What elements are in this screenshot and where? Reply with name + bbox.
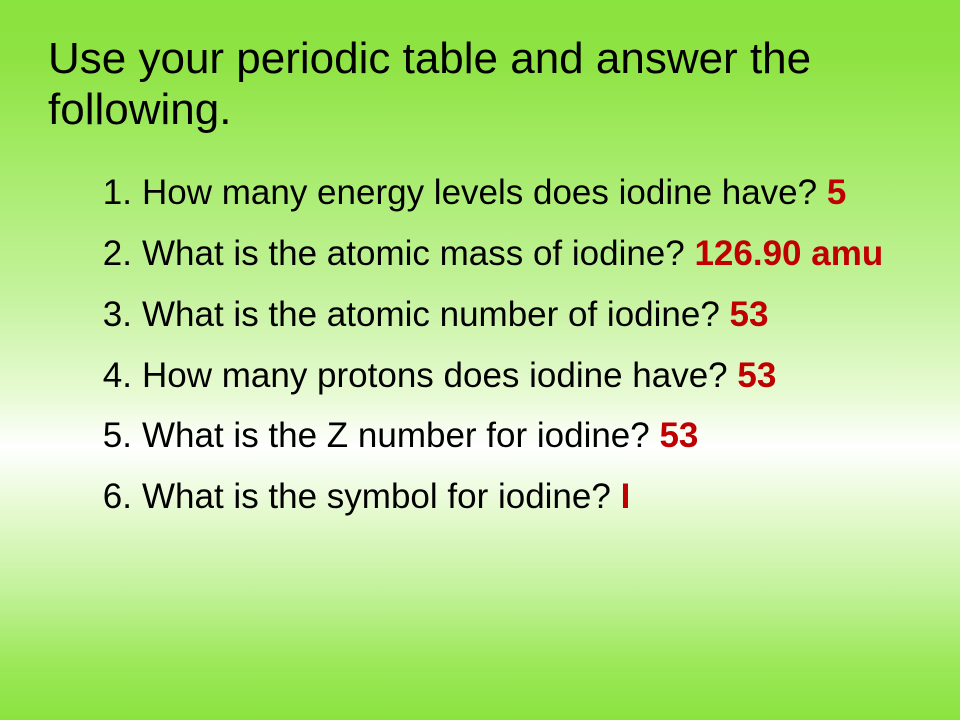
answer-text: 5 [827,173,846,212]
answer-text: 126.90 amu [694,234,883,273]
slide-container: Use your periodic table and answer the f… [0,0,960,720]
list-item: What is the symbol for iodine? I [92,475,912,520]
question-text: What is the atomic number of iodine? [142,295,730,334]
question-list: How many energy levels does iodine have?… [48,171,912,520]
answer-text: 53 [737,356,776,395]
list-item: How many energy levels does iodine have?… [92,171,912,216]
question-text: How many protons does iodine have? [142,356,737,395]
question-text: What is the atomic mass of iodine? [142,234,694,273]
question-text: What is the symbol for iodine? [142,477,621,516]
list-item: What is the atomic mass of iodine? 126.9… [92,232,912,277]
list-item: How many protons does iodine have? 53 [92,354,912,399]
list-item: What is the atomic number of iodine? 53 [92,293,912,338]
answer-text: 53 [659,416,698,455]
slide-title: Use your periodic table and answer the f… [48,34,912,135]
list-item: What is the Z number for iodine? 53 [92,414,912,459]
answer-text: 53 [730,295,769,334]
question-text: What is the Z number for iodine? [142,416,659,455]
question-text: How many energy levels does iodine have? [142,173,827,212]
answer-text: I [621,477,631,516]
